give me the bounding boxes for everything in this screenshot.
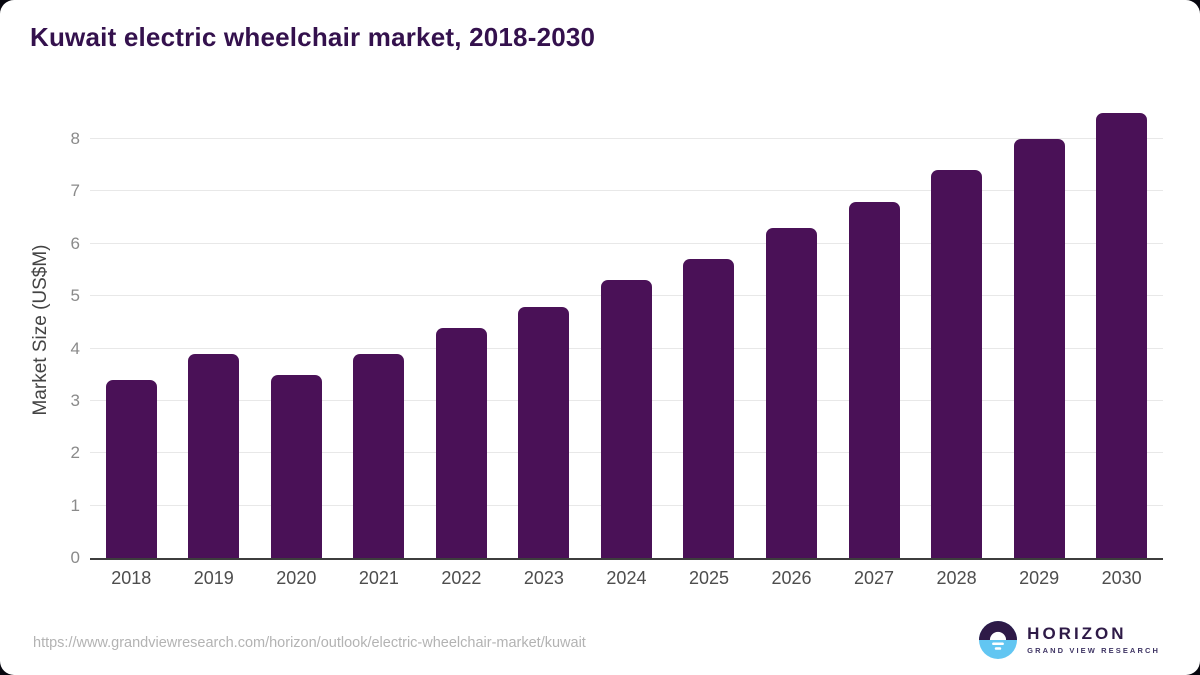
x-tick-label: 2018: [111, 568, 152, 588]
logo-subtitle: GRAND VIEW RESEARCH: [1027, 646, 1160, 656]
y-tick-label: 3: [70, 390, 80, 410]
bar-2019[interactable]: [188, 353, 240, 558]
bar-2026[interactable]: [766, 228, 818, 558]
bar-2025[interactable]: [683, 259, 735, 558]
bar-2027[interactable]: [848, 201, 900, 558]
x-tick-label: 2024: [606, 568, 647, 588]
bar-slot: [90, 106, 173, 558]
bar-slot: [915, 106, 998, 558]
x-tick-label: 2029: [1019, 568, 1060, 588]
bar-2030[interactable]: [1096, 112, 1148, 558]
bar-slot: [255, 106, 338, 558]
bar-2028[interactable]: [931, 170, 983, 558]
source-url: https://www.grandviewresearch.com/horizo…: [33, 635, 586, 651]
bar-slot: [668, 106, 751, 558]
x-tick-label: 2021: [358, 568, 399, 588]
x-tick-label: 2019: [193, 568, 234, 588]
y-tick-label: 4: [70, 338, 80, 358]
y-tick-label: 0: [70, 548, 80, 567]
chart-title: Kuwait electric wheelchair market, 2018-…: [30, 22, 596, 52]
y-tick-label: 6: [70, 233, 80, 253]
x-tick-label: 2023: [523, 568, 564, 588]
bar-2023[interactable]: [518, 306, 570, 558]
bar-slot: [998, 106, 1081, 558]
x-tick-label: 2025: [688, 568, 729, 588]
bar-slot: [338, 106, 421, 558]
bar-2020[interactable]: [270, 374, 322, 558]
gridline: [90, 138, 1163, 139]
y-tick-label: 1: [70, 495, 80, 515]
logo-title: HORIZON: [1027, 623, 1127, 643]
gridline: [90, 242, 1163, 244]
bar-2021[interactable]: [353, 353, 405, 558]
y-tick-label: 8: [70, 129, 80, 148]
horizon-sun-over-water-icon: [979, 621, 1018, 659]
bar-slot: [585, 106, 668, 558]
x-tick-label: 2030: [1101, 568, 1142, 588]
bar-slot: [420, 106, 503, 558]
y-tick-label: 5: [70, 286, 80, 306]
bar-2029[interactable]: [1013, 139, 1065, 558]
bar-slot: [173, 106, 256, 558]
y-axis-ticks: 0 1 2 3 4 5 6 7 8: [0, 106, 80, 567]
horizon-logo: HORIZON GRAND VIEW RESEARCH: [979, 621, 1160, 659]
bar-2024[interactable]: [600, 280, 652, 558]
x-tick-label: 2027: [854, 568, 895, 588]
gridline: [90, 190, 1163, 192]
bar-2022[interactable]: [435, 327, 487, 558]
bar-slot: [750, 106, 833, 558]
y-tick-label: 7: [70, 181, 80, 201]
x-axis-labels: 2018 2019 2020 2021 2022 2023 2024 2025 2026 2027…: [90, 568, 1163, 589]
logo-text: HORIZON GRAND VIEW RESEARCH: [1027, 623, 1160, 656]
bar-slot: [833, 106, 916, 558]
plot-area: [90, 106, 1163, 560]
bar-2018[interactable]: [105, 379, 157, 558]
x-tick-label: 2020: [276, 568, 317, 588]
bar-slot: [1080, 106, 1163, 558]
x-tick-label: 2028: [936, 568, 977, 588]
bar-slot: [503, 106, 586, 558]
y-tick-label: 2: [70, 443, 80, 463]
x-tick-label: 2026: [771, 568, 812, 588]
x-tick-label: 2022: [441, 568, 482, 588]
